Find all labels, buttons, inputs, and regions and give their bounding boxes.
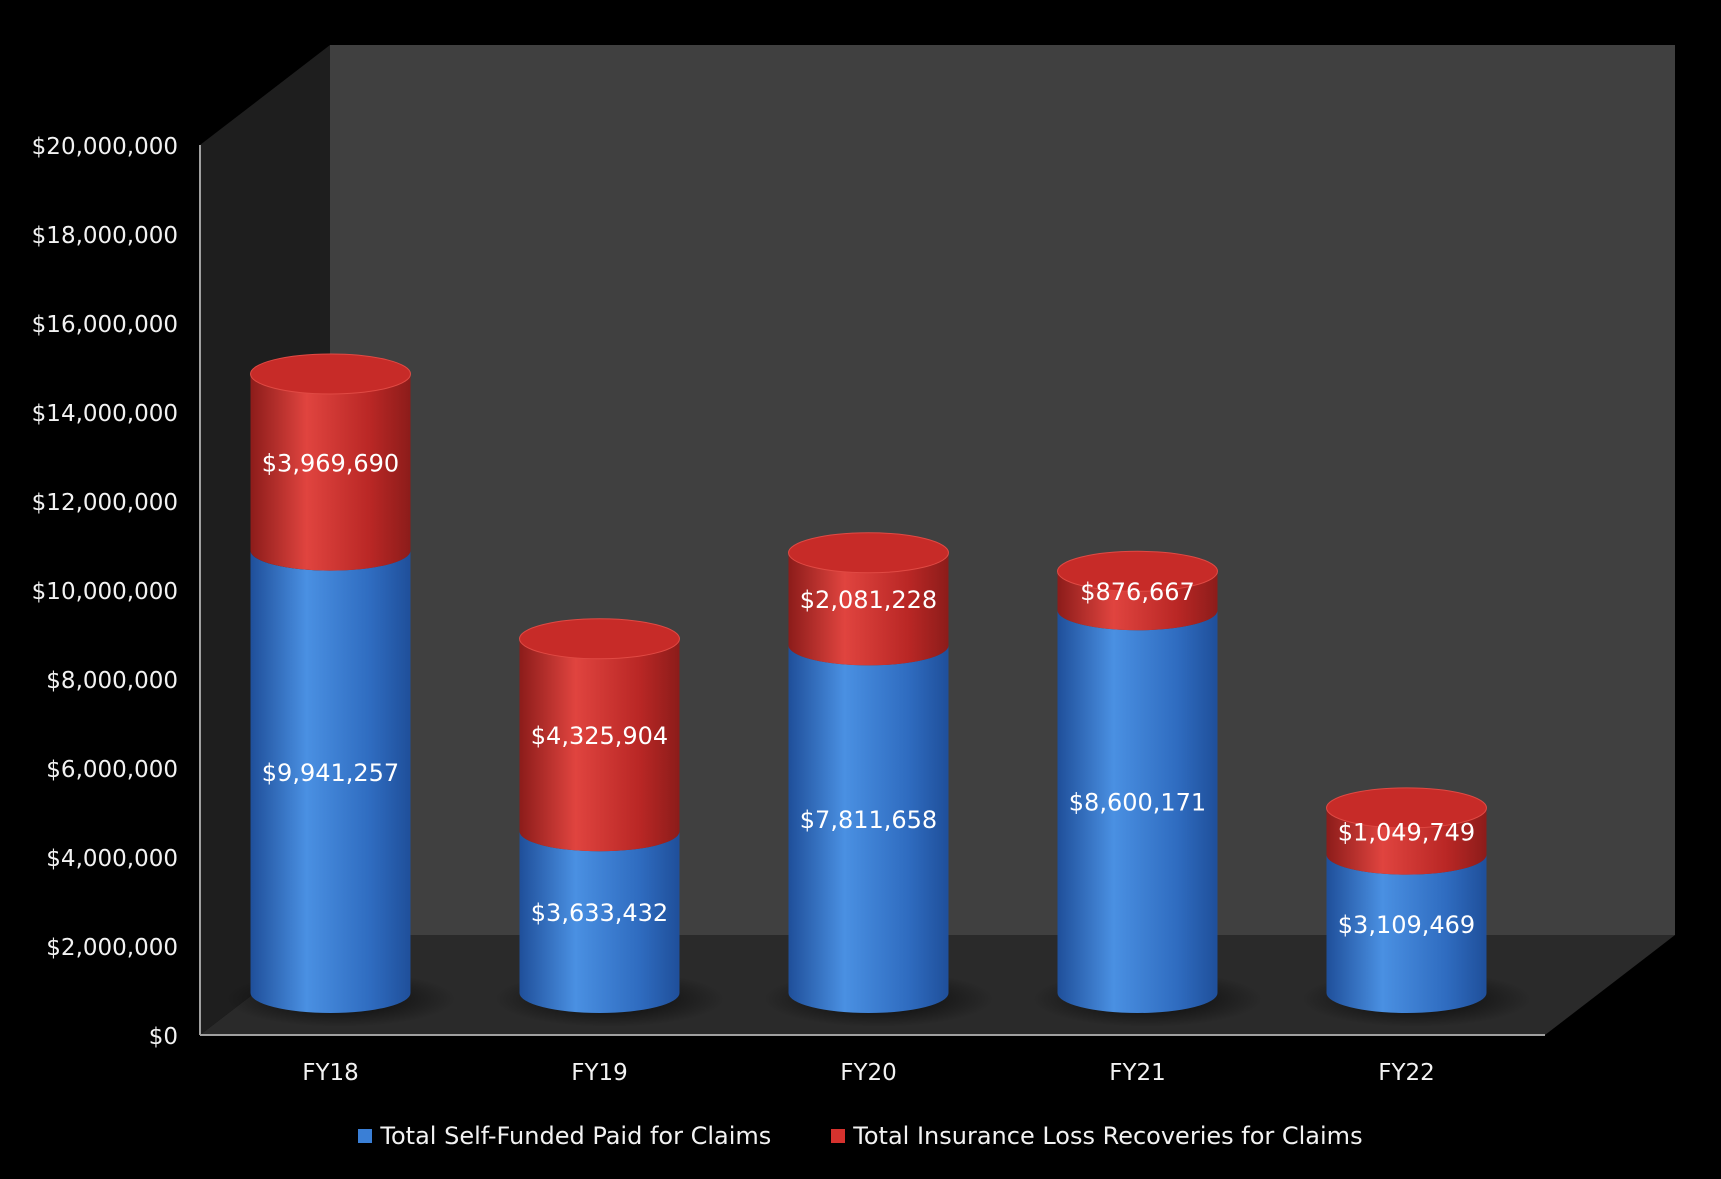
chart-data-labels: $9,941,257 $3,969,690 $3,633,432 $4,325,904… bbox=[262, 449, 1475, 939]
legend-swatch-red bbox=[831, 1129, 846, 1143]
y-tick-label: $6,000,000 bbox=[46, 757, 178, 783]
bar-insurance bbox=[250, 373, 411, 571]
bar-insurance bbox=[1057, 571, 1218, 631]
data-label-insurance: $2,081,228 bbox=[800, 586, 937, 614]
data-label-insurance: $1,049,749 bbox=[1338, 818, 1475, 846]
bar-insurance bbox=[1326, 807, 1487, 875]
legend: Total Self-Funded Paid for Claims Total … bbox=[0, 1118, 1721, 1154]
data-label-self-funded: $3,109,469 bbox=[1338, 911, 1475, 939]
x-tick-label: FY20 bbox=[840, 1060, 897, 1086]
x-tick-label: FY21 bbox=[1109, 1060, 1166, 1086]
bar-self-funded bbox=[788, 645, 949, 1013]
bar-insurance-top bbox=[788, 532, 949, 574]
bar-self-funded bbox=[1326, 854, 1487, 1013]
chart-bars bbox=[225, 353, 1532, 1027]
data-label-insurance: $3,969,690 bbox=[262, 449, 399, 477]
chart-axes: $0 $2,000,000 $4,000,000 $6,000,000 $8,000,0… bbox=[32, 134, 1545, 1086]
data-label-self-funded: $3,633,432 bbox=[531, 899, 668, 927]
legend-label-insurance: Total Insurance Loss Recoveries for Clai… bbox=[853, 1122, 1363, 1150]
y-tick-label: $8,000,000 bbox=[46, 668, 178, 694]
y-tick-label: $16,000,000 bbox=[32, 312, 178, 338]
y-tick-label: $14,000,000 bbox=[32, 401, 178, 427]
data-label-insurance: $4,325,904 bbox=[531, 722, 668, 750]
y-tick-label: $18,000,000 bbox=[32, 223, 178, 249]
y-tick-label: $20,000,000 bbox=[32, 134, 178, 160]
legend-label-self-funded: Total Self-Funded Paid for Claims bbox=[380, 1122, 772, 1150]
bar-self-funded bbox=[519, 831, 680, 1013]
y-tick-label: $10,000,000 bbox=[32, 579, 178, 605]
bar-insurance bbox=[519, 638, 680, 852]
data-label-self-funded: $9,941,257 bbox=[262, 759, 399, 787]
bar-insurance-top bbox=[519, 618, 680, 660]
bar-self-funded bbox=[1057, 610, 1218, 1013]
data-label-insurance: $876,667 bbox=[1080, 578, 1195, 606]
y-tick-label: $2,000,000 bbox=[46, 935, 178, 961]
x-tick-label: FY19 bbox=[571, 1060, 628, 1086]
bar-self-funded bbox=[250, 550, 411, 1013]
bar-insurance-top bbox=[1057, 550, 1218, 592]
y-tick-label: $4,000,000 bbox=[46, 846, 178, 872]
bar-insurance-top bbox=[250, 353, 411, 395]
legend-item-insurance: Total Insurance Loss Recoveries for Clai… bbox=[831, 1122, 1363, 1150]
data-label-self-funded: $7,811,658 bbox=[800, 806, 937, 834]
x-tick-label: FY22 bbox=[1378, 1060, 1435, 1086]
bar-insurance bbox=[788, 552, 949, 666]
y-tick-label: $12,000,000 bbox=[32, 490, 178, 516]
legend-item-self-funded: Total Self-Funded Paid for Claims bbox=[358, 1122, 771, 1150]
legend-swatch-blue bbox=[358, 1129, 373, 1143]
data-label-self-funded: $8,600,171 bbox=[1069, 789, 1206, 817]
x-tick-label: FY18 bbox=[302, 1060, 359, 1086]
y-tick-label: $0 bbox=[149, 1024, 178, 1050]
bar-insurance-top bbox=[1326, 787, 1487, 829]
